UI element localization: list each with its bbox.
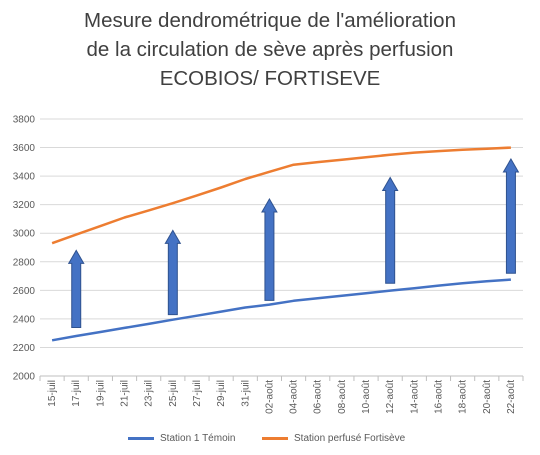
up-arrow-4	[381, 176, 399, 284]
plot-area: 2000 2200 2400 2600 2800 3000 3200 3400 3600 3800…	[13, 115, 524, 414]
x-tick-label-11: 06-août	[313, 380, 324, 414]
legend-item-series-1: Station 1 Témoin	[128, 430, 235, 446]
x-tick-label-17: 18-août	[458, 380, 469, 414]
x-tick-label-8: 31-juil	[240, 380, 251, 407]
x-tick-label-0: 15-juil	[47, 380, 58, 407]
chart-title-line-3: ECOBIOS/ FORTISEVE	[159, 67, 381, 90]
x-tick-label-9: 02-août	[264, 380, 275, 414]
legend: Station 1 Témoin Station perfusé Fortisè…	[0, 430, 540, 446]
y-tick-label-5: 3000	[13, 229, 36, 240]
x-tick-label-5: 25-juil	[168, 380, 179, 407]
y-tick-label-8: 3600	[13, 143, 36, 154]
y-tick-label-7: 3400	[13, 172, 36, 183]
series-line-2	[51, 146, 511, 245]
y-tick-label-6: 3200	[13, 200, 36, 211]
legend-label-series-2: Station perfusé Fortisève	[294, 432, 406, 444]
legend-swatch-series-1	[128, 436, 154, 440]
x-tick-label-18: 20-août	[482, 380, 493, 414]
x-tick-label-6: 27-juil	[192, 380, 203, 407]
x-tick-label-4: 23-juil	[144, 380, 155, 407]
up-arrow-2	[164, 229, 182, 316]
y-tick-label-3: 2600	[13, 286, 36, 297]
x-tick-label-7: 29-juil	[216, 380, 227, 407]
chart-title-line-1: Mesure dendrométrique de l'amélioration	[84, 9, 456, 32]
x-tick-label-15: 14-août	[409, 380, 420, 414]
x-tick-label-14: 12-août	[385, 380, 396, 414]
up-arrow-1	[67, 249, 85, 328]
y-tick-label-4: 2800	[13, 257, 36, 268]
up-arrow-5	[502, 157, 520, 274]
series-line-1	[51, 278, 511, 342]
chart-title-line-2: de la circulation de sève après perfusio…	[86, 38, 454, 61]
x-tick-label-3: 21-juil	[120, 380, 131, 407]
legend-label-series-1: Station 1 Témoin	[160, 432, 236, 444]
y-tick-label-2: 2400	[13, 314, 36, 325]
x-tick-label-13: 10-août	[361, 380, 372, 414]
y-tick-label-9: 3800	[13, 115, 36, 126]
x-tick-label-2: 19-juil	[95, 380, 106, 407]
x-tick-label-10: 04-août	[289, 380, 300, 414]
legend-swatch-series-2	[262, 436, 288, 440]
up-arrow-3	[261, 197, 278, 301]
y-tick-label-0: 2000	[13, 372, 36, 383]
y-tick-label-1: 2200	[13, 343, 36, 354]
x-tick-label-19: 22-août	[506, 380, 517, 414]
x-tick-label-1: 17-juil	[71, 380, 82, 407]
x-tick-label-12: 08-août	[337, 380, 348, 414]
legend-item-series-2: Station perfusé Fortisève	[262, 430, 405, 446]
x-tick-label-16: 16-août	[433, 380, 444, 414]
